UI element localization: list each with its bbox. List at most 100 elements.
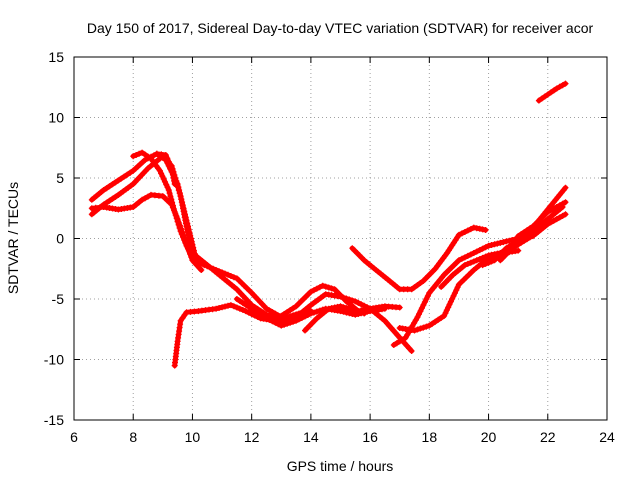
data-point-marker [175,221,182,228]
data-point-marker [290,315,297,322]
data-point-marker [182,239,189,246]
data-point-marker [239,306,246,313]
series-arc-4 [130,149,208,269]
data-point-marker [450,292,457,299]
data-point-marker [491,241,498,248]
data-point-marker [198,267,205,273]
data-point-marker [174,218,181,225]
data-point-marker [361,310,368,317]
data-point-marker [136,150,143,157]
data-point-marker [461,262,468,269]
data-point-marker [411,327,418,334]
data-point-marker [562,184,569,191]
data-point-marker [485,242,492,249]
x-tick-label: 24 [599,429,615,445]
data-point-marker [442,310,449,317]
data-point-marker [167,162,174,168]
data-point-marker [227,302,234,309]
data-point-marker [188,251,194,258]
data-point-marker [156,167,163,174]
data-point-marker [337,293,344,300]
series-arc-17 [515,199,569,240]
data-point-marker [174,184,181,191]
data-point-marker [482,227,489,233]
y-tick-label: -10 [44,352,64,368]
data-point-marker [181,237,188,243]
data-point-marker [494,240,501,247]
data-point-marker [248,308,255,315]
data-point-marker [176,225,183,231]
data-point-marker [453,287,460,294]
data-point-marker [159,173,166,180]
data-point-marker [355,308,362,315]
data-point-marker [464,260,471,267]
data-point-marker [447,298,454,305]
data-point-marker [454,284,461,291]
data-point-marker [319,282,326,289]
data-point-marker [180,234,186,240]
data-point-marker [213,305,220,312]
data-point-marker [325,284,332,291]
x-tick-label: 18 [422,429,438,445]
data-point-marker [340,304,347,311]
data-point-marker [470,258,477,265]
data-point-marker [184,229,191,236]
data-point-marker [260,312,267,318]
data-point-marker [515,247,522,254]
data-point-marker [313,308,320,315]
data-point-marker [503,238,510,245]
data-point-marker [414,326,421,333]
data-point-marker [227,273,234,279]
data-point-marker [257,311,264,317]
data-point-marker [201,262,208,269]
x-tick-label: 6 [70,429,78,445]
data-point-marker [346,296,353,303]
y-tick-label: 15 [48,49,64,65]
data-point-marker [166,190,173,197]
x-tick-label: 22 [540,429,556,445]
data-point-marker [219,304,226,311]
data-point-marker [236,305,243,312]
y-tick-label: 0 [56,231,64,247]
y-axis-label: SDTVAR / TECUs [5,182,21,294]
data-point-marker [485,259,492,266]
series-arc-16 [497,211,569,264]
chart-title: Day 150 of 2017, Sidereal Day-to-day VTE… [87,20,594,36]
data-point-marker [482,260,489,267]
data-point-marker [337,303,344,310]
data-point-marker [328,285,335,292]
data-point-marker [230,303,237,310]
data-point-marker [343,305,350,312]
y-tick-label: 5 [56,170,64,186]
data-point-marker [222,303,228,310]
data-point-marker [346,306,353,312]
data-point-marker [171,181,178,187]
data-point-marker [562,199,569,206]
data-point-marker [307,310,314,317]
data-point-marker [168,196,175,203]
data-point-marker [316,307,323,314]
x-tick-label: 16 [362,429,378,445]
data-point-marker [251,309,258,316]
series-arc-5 [153,150,178,187]
data-point-marker [473,257,480,264]
plot-frame [73,56,608,421]
data-point-marker [488,242,495,248]
data-point-marker [349,297,356,304]
series-trace [536,81,568,104]
data-point-marker [161,178,168,185]
data-point-marker [225,302,231,309]
x-tick-label: 8 [129,429,137,445]
data-point-marker [396,304,403,311]
data-point-marker [467,259,474,266]
x-tick-label: 14 [303,429,319,445]
data-series [88,80,569,369]
data-point-marker [233,304,240,311]
data-point-marker [173,215,180,222]
data-point-marker [417,325,424,332]
data-point-marker [216,305,223,311]
x-tick-label: 20 [481,429,497,445]
data-point-marker [343,295,350,302]
data-point-marker [278,320,285,327]
